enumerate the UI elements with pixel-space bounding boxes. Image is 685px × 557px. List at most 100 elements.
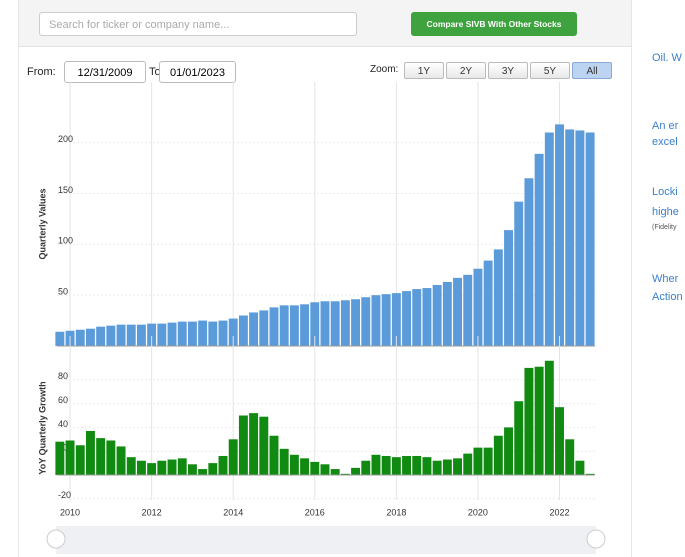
bar [473, 447, 483, 476]
compare-button[interactable]: Compare SIVB With Other Stocks [411, 12, 577, 36]
bar [85, 328, 95, 346]
y-tick-label: 60 [58, 395, 68, 405]
bar [167, 322, 177, 346]
bar [585, 132, 595, 346]
bar [249, 413, 259, 476]
bar [228, 439, 238, 476]
bar [412, 455, 422, 476]
bar [544, 360, 554, 476]
bar [585, 473, 595, 476]
bar [269, 307, 279, 346]
bar [187, 464, 197, 476]
bar [96, 326, 106, 346]
chart-panel: Search for ticker or company name... Com… [18, 0, 632, 557]
bar [126, 457, 136, 476]
bar [381, 294, 391, 346]
bar [534, 366, 544, 476]
bar [310, 302, 320, 346]
sidebar-link: An er [652, 120, 679, 132]
bar [259, 416, 269, 476]
sidebar-link: highe [652, 206, 679, 218]
bar [402, 291, 412, 346]
bar [106, 440, 116, 476]
bar [330, 469, 340, 476]
bar [565, 439, 575, 476]
bar [330, 301, 340, 346]
navigator-handle [46, 529, 66, 549]
zoom-button[interactable]: 2Y [446, 62, 486, 79]
bar [259, 310, 269, 346]
toolbar: Search for ticker or company name... Com… [19, 0, 631, 47]
bar [289, 454, 299, 476]
sidebar-link: Oil. W [652, 52, 682, 64]
bar [198, 320, 208, 346]
navigator-handle [586, 529, 606, 549]
x-tick-label: 2014 [223, 507, 243, 517]
zoom-button[interactable]: 5Y [530, 62, 570, 79]
bar [157, 323, 167, 346]
bar [555, 407, 564, 476]
bar [228, 318, 238, 346]
bar [157, 460, 167, 476]
bar [279, 305, 289, 346]
bar [391, 293, 401, 346]
sidebar-link: Locki [652, 186, 678, 198]
bar [544, 132, 554, 346]
bar [442, 281, 452, 346]
to-input[interactable]: 01/01/2023 [159, 61, 236, 83]
bar [504, 427, 513, 476]
zoom-button[interactable]: All [572, 62, 612, 79]
y-axis-title: Quarterly Values [37, 188, 47, 259]
bar [167, 459, 177, 476]
x-tick-label: 2010 [60, 507, 80, 517]
bar [310, 461, 320, 476]
bar [65, 440, 75, 476]
bar [381, 455, 391, 476]
bar [371, 454, 381, 476]
bar [126, 324, 136, 346]
bar [432, 285, 442, 346]
x-tick-label: 2020 [468, 507, 488, 517]
bar [371, 295, 381, 346]
bar [320, 301, 330, 346]
x-tick-label: 2012 [142, 507, 162, 517]
y-tick-label: 200 [58, 134, 73, 144]
bar [218, 320, 228, 346]
bar [116, 446, 126, 476]
bar [534, 153, 544, 346]
bar [177, 321, 187, 346]
bar [524, 367, 534, 476]
bar [391, 457, 401, 476]
bar [96, 438, 106, 476]
bar [575, 130, 585, 346]
bar [238, 315, 248, 346]
bar [106, 325, 116, 346]
bar [361, 460, 371, 476]
bar [514, 401, 524, 476]
bar [493, 249, 503, 346]
y-tick-label: 40 [58, 419, 68, 429]
bar [198, 469, 208, 476]
bar [300, 458, 310, 476]
bar [524, 178, 534, 346]
zoom-button[interactable]: 3Y [488, 62, 528, 79]
bar [422, 457, 432, 476]
bar [55, 441, 65, 476]
bar [55, 331, 65, 346]
bar [218, 455, 228, 476]
zoom-label: Zoom: [370, 64, 399, 75]
y-tick-label: 150 [58, 185, 73, 195]
bar [320, 464, 330, 476]
sidebar-link: Action [652, 291, 683, 303]
bar [177, 458, 187, 476]
from-input[interactable]: 12/31/2009 [64, 61, 146, 83]
bar [432, 460, 442, 476]
zoom-button[interactable]: 1Y [404, 62, 444, 79]
bar [208, 463, 218, 476]
bar [187, 321, 197, 346]
bar [75, 445, 85, 476]
search-box[interactable]: Search for ticker or company name... [39, 12, 357, 36]
bar [504, 230, 513, 346]
bar [361, 297, 371, 346]
bar [269, 435, 279, 476]
